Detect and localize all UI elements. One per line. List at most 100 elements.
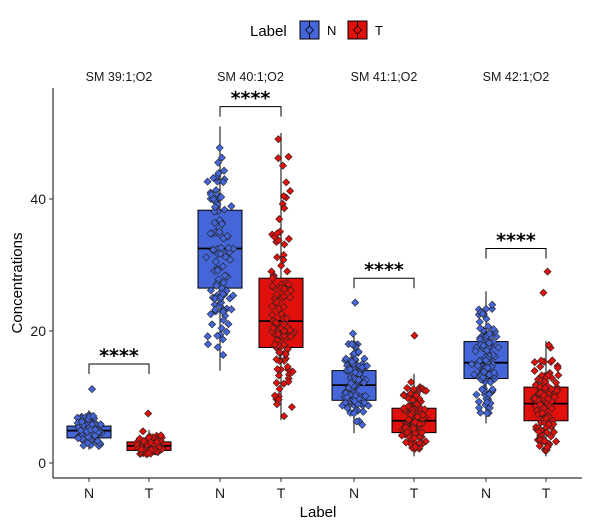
data-point: [274, 371, 283, 380]
data-point: [549, 428, 558, 437]
data-point: [272, 378, 281, 387]
data-point: [485, 339, 494, 348]
data-point: [492, 332, 501, 341]
axes: 0 20 40 N T N T N T N T: [30, 88, 582, 501]
data-point: [138, 427, 148, 436]
data-point: [146, 438, 155, 447]
data-point: [272, 298, 281, 307]
data-point: [347, 340, 356, 349]
data-point: [281, 350, 290, 359]
significance-label: ****: [99, 345, 139, 367]
data-point: [206, 229, 215, 238]
legend-key-t: T: [347, 20, 383, 40]
data-point: [208, 320, 217, 329]
data-point: [341, 354, 351, 363]
panel-1: ****: [66, 345, 172, 459]
data-point: [284, 280, 293, 289]
data-point: [280, 240, 289, 249]
data-point: [202, 253, 211, 262]
data-point: [275, 215, 284, 224]
data-point: [137, 445, 146, 454]
data-point: [77, 417, 86, 426]
data-point: [357, 363, 367, 372]
data-point: [403, 428, 412, 437]
jitter-points: [267, 135, 299, 421]
data-point: [342, 393, 351, 402]
data-point: [283, 362, 292, 371]
data-point: [156, 431, 165, 440]
data-point: [488, 385, 497, 394]
x-tick-label: N: [84, 485, 94, 501]
jitter-points: [132, 409, 167, 459]
bracket-line: [219, 106, 282, 117]
data-point: [219, 350, 228, 359]
data-point: [220, 205, 229, 214]
legend-swatch-point: [304, 25, 315, 35]
data-point: [530, 358, 539, 367]
data-point: [283, 267, 292, 276]
y-tick-label: 40: [30, 191, 46, 207]
data-point: [352, 417, 361, 426]
data-point: [479, 373, 488, 382]
y-tick-label: 0: [38, 455, 46, 471]
data-point: [535, 441, 544, 450]
data-point: [485, 329, 494, 338]
data-point: [536, 383, 545, 392]
data-point: [415, 438, 424, 447]
data-point: [280, 331, 289, 340]
data-point: [279, 379, 288, 388]
data-point: [83, 439, 92, 448]
data-point: [359, 407, 368, 416]
outlier-point: [351, 298, 360, 307]
data-point: [275, 348, 284, 357]
data-point: [93, 436, 102, 445]
data-point: [346, 379, 356, 388]
data-point: [360, 398, 369, 407]
x-tick-label: N: [481, 485, 491, 501]
data-point: [209, 173, 218, 182]
data-point: [215, 227, 224, 236]
data-point: [475, 403, 484, 412]
box-t: [523, 267, 569, 457]
data-point: [90, 431, 99, 440]
data-point: [206, 286, 215, 295]
data-point: [403, 384, 412, 393]
data-point: [279, 292, 288, 301]
data-point: [554, 371, 563, 380]
data-point: [399, 391, 408, 400]
data-point: [483, 363, 492, 372]
data-point: [401, 438, 410, 447]
data-point: [220, 166, 229, 175]
data-point: [534, 427, 543, 436]
data-point: [225, 248, 234, 257]
legend-label-t: T: [375, 23, 383, 38]
data-point: [348, 357, 357, 366]
data-point: [473, 361, 482, 370]
facet-strip-label: SM 40:1;O2: [217, 70, 284, 84]
data-point: [277, 261, 286, 270]
data-point: [220, 271, 230, 280]
data-point: [268, 310, 277, 319]
significance-label: ****: [364, 259, 404, 281]
data-point: [216, 249, 225, 258]
data-point: [152, 438, 161, 447]
data-point: [210, 207, 219, 216]
data-point: [273, 365, 282, 374]
data-point: [410, 417, 419, 426]
legend-title: Label: [250, 23, 287, 40]
data-point: [268, 274, 277, 283]
box-n: [197, 126, 243, 371]
data-point: [213, 266, 222, 275]
data-point: [481, 356, 490, 365]
data-point: [272, 290, 281, 299]
data-point: [354, 375, 363, 384]
data-point: [494, 343, 503, 352]
data-point: [346, 365, 355, 374]
data-point: [475, 317, 484, 326]
data-point: [217, 153, 226, 162]
x-tick-label: T: [542, 485, 551, 501]
box-n: [331, 298, 377, 434]
data-point: [537, 356, 546, 365]
bracket-line: [353, 277, 415, 289]
significance-bracket: ****: [485, 230, 547, 259]
